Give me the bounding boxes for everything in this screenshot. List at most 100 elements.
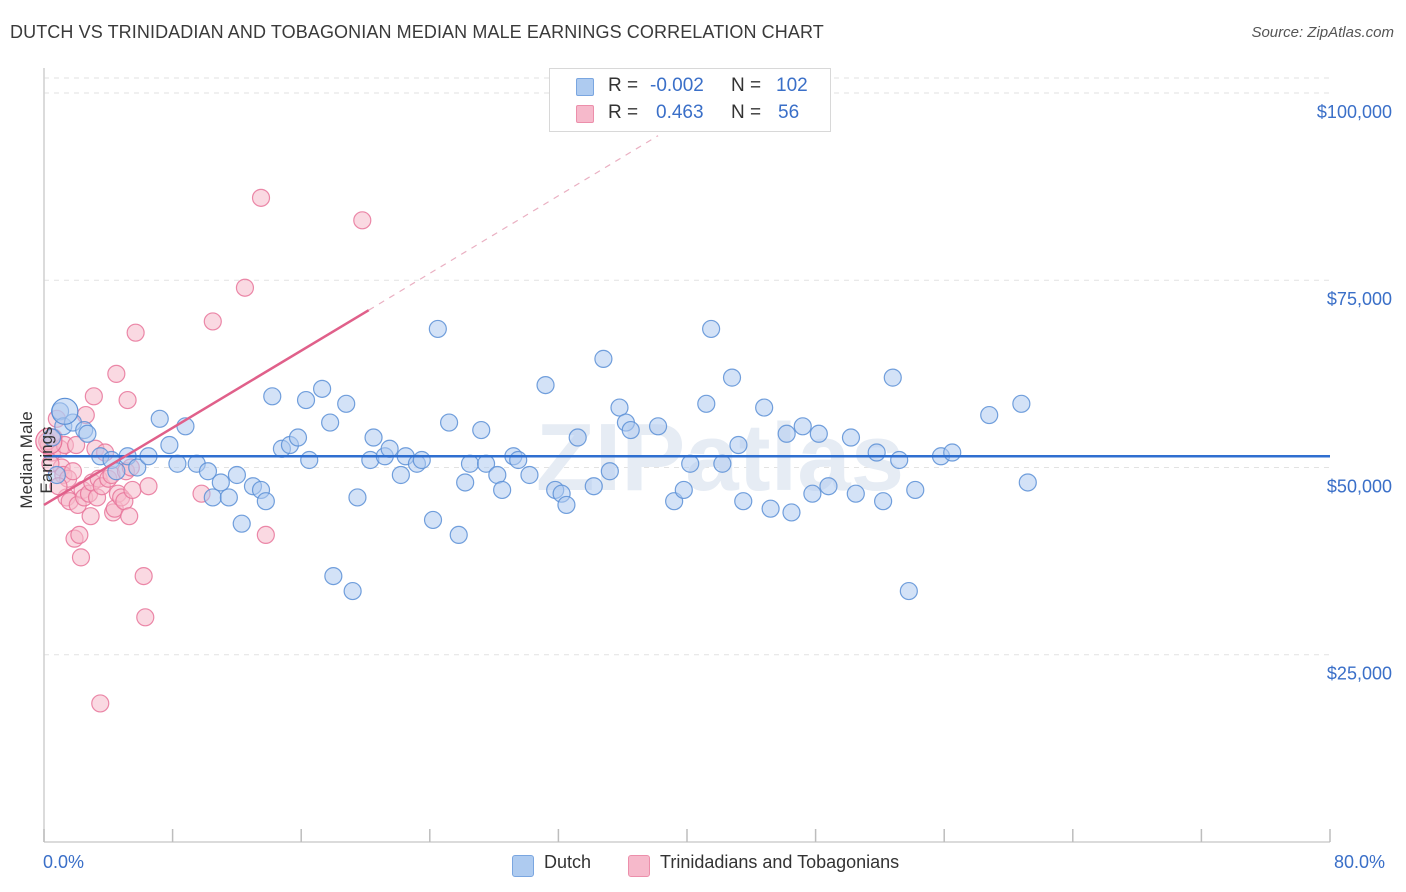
trinidadian-point bbox=[256, 525, 275, 545]
dutch-point bbox=[809, 424, 828, 443]
trinidadian-point bbox=[203, 312, 222, 331]
dutch-point bbox=[42, 428, 62, 447]
dutch-point bbox=[793, 417, 812, 436]
dutch-point bbox=[219, 488, 238, 507]
dutch-point bbox=[168, 454, 187, 473]
dutch-point bbox=[296, 390, 316, 410]
trinidadian-point bbox=[136, 608, 155, 627]
dutch-point bbox=[755, 398, 774, 417]
dutch-point bbox=[697, 394, 716, 413]
legend-r-value: -0.002 bbox=[650, 75, 704, 96]
dutch-point bbox=[803, 484, 822, 503]
legend-n-value: 56 bbox=[778, 102, 800, 123]
dutch-point bbox=[874, 492, 893, 511]
dutch-point bbox=[321, 413, 340, 432]
series-trinidadian-points bbox=[35, 188, 372, 713]
dutch-point bbox=[364, 428, 383, 447]
dutch-point bbox=[681, 454, 700, 473]
dutch-point bbox=[412, 450, 431, 470]
trinidadian-point bbox=[120, 507, 139, 526]
series-dutch-points bbox=[42, 319, 1037, 601]
dutch-point bbox=[51, 397, 79, 425]
dutch-point bbox=[674, 480, 693, 500]
dutch-point bbox=[621, 420, 640, 440]
source-label: Source: ZipAtlas.com bbox=[1251, 24, 1394, 41]
dutch-point bbox=[819, 477, 838, 496]
dutch-point bbox=[520, 465, 539, 485]
dutch-point bbox=[256, 492, 275, 511]
dutch-point bbox=[600, 462, 619, 481]
bottom-legend-swatch-dutch bbox=[512, 855, 534, 877]
legend-n-value: 102 bbox=[776, 75, 808, 96]
bottom-legend-label-trinidadian: Trinidadians and Tobagonians bbox=[660, 852, 900, 872]
dutch-point bbox=[343, 581, 362, 601]
dutch-point bbox=[867, 443, 886, 462]
dutch-point bbox=[380, 439, 399, 458]
legend-r-value: 0.463 bbox=[656, 102, 704, 123]
trinidadian-point bbox=[67, 435, 86, 455]
dutch-point bbox=[890, 450, 909, 470]
dutch-point bbox=[493, 480, 512, 500]
x-tick-label-max: 80.0% bbox=[1334, 852, 1386, 872]
legend-n-label: N = bbox=[731, 102, 762, 123]
bottom-legend-swatch-trinidadian bbox=[628, 855, 650, 877]
trinidadian-point bbox=[71, 548, 91, 567]
trinidadian-point bbox=[70, 525, 89, 545]
dutch-point bbox=[78, 424, 97, 443]
y-tick-label: $100,000 bbox=[1317, 102, 1392, 122]
dutch-point bbox=[648, 417, 668, 436]
dutch-point bbox=[47, 465, 66, 485]
dutch-point bbox=[1012, 394, 1031, 413]
dutch-point bbox=[610, 398, 629, 417]
legend-n-label: N = bbox=[731, 75, 762, 96]
dutch-point bbox=[1018, 473, 1037, 492]
y-tick-label: $75,000 bbox=[1327, 289, 1392, 309]
legend-r-label: R = bbox=[608, 102, 639, 123]
dutch-point bbox=[439, 413, 459, 432]
dutch-point bbox=[263, 387, 282, 406]
trinidadian-point bbox=[139, 477, 158, 496]
y-tick-labels: $25,000 $50,000 $75,000 $100,000 bbox=[1317, 102, 1392, 684]
dutch-point bbox=[846, 484, 865, 503]
chart-title: DUTCH VS TRINIDADIAN AND TOBAGONIAN MEDI… bbox=[10, 22, 824, 42]
dutch-point bbox=[488, 465, 507, 485]
trinidadian-point bbox=[118, 390, 137, 410]
trinidadian-point bbox=[126, 323, 145, 342]
dutch-point bbox=[536, 375, 555, 395]
dutch-point bbox=[423, 510, 443, 530]
dutch-point bbox=[456, 473, 475, 492]
dutch-point bbox=[841, 428, 861, 447]
dutch-point bbox=[729, 435, 748, 455]
dutch-point bbox=[980, 405, 999, 425]
dutch-point bbox=[337, 394, 356, 413]
dutch-point bbox=[472, 420, 491, 440]
dutch-point bbox=[391, 465, 410, 485]
dutch-point bbox=[198, 462, 218, 481]
trinidadian-point bbox=[251, 188, 271, 207]
dutch-point bbox=[227, 465, 246, 485]
dutch-point bbox=[702, 319, 721, 339]
dutch-point bbox=[777, 424, 796, 443]
dutch-point bbox=[232, 514, 251, 533]
dutch-point bbox=[300, 450, 319, 470]
legend-swatch-trinidadian bbox=[576, 105, 594, 123]
y-axis-label: Median Male Earnings bbox=[17, 411, 56, 509]
grid-lines bbox=[44, 77, 1330, 656]
dutch-point bbox=[348, 488, 367, 507]
dutch-point bbox=[449, 525, 468, 545]
dutch-point bbox=[557, 495, 576, 515]
dutch-point bbox=[150, 409, 169, 428]
dutch-point bbox=[594, 349, 613, 368]
dutch-point bbox=[782, 503, 801, 522]
dutch-point bbox=[713, 454, 732, 473]
dutch-point bbox=[460, 454, 480, 473]
dutch-point bbox=[883, 368, 902, 387]
dutch-point bbox=[906, 480, 925, 500]
dutch-point bbox=[899, 581, 918, 601]
dutch-point bbox=[211, 473, 230, 492]
dutch-point bbox=[568, 428, 587, 447]
dutch-point bbox=[584, 477, 603, 496]
trinidadian-point bbox=[123, 480, 142, 500]
dutch-point bbox=[428, 319, 447, 339]
dutch-point bbox=[288, 428, 308, 447]
